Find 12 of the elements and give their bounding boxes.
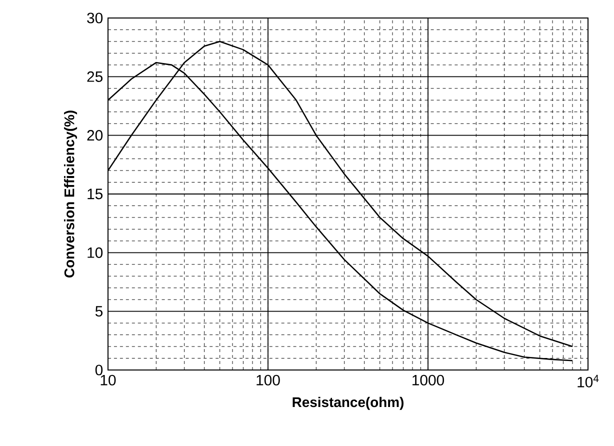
y-axis-title: Conversion Efficiency(%) bbox=[64, 110, 78, 278]
x-axis-title: Resistance(ohm) bbox=[292, 396, 404, 410]
y-tick-label: 30 bbox=[87, 12, 103, 24]
x-tick-label: 100 bbox=[256, 374, 280, 386]
y-tick-label: 10 bbox=[88, 247, 103, 258]
y-tick-label: 0 bbox=[95, 364, 103, 376]
y-tick-label: 15 bbox=[88, 188, 103, 200]
x-tick-label: 10$^{4}$ bbox=[578, 374, 599, 388]
y-tick-label: 20 bbox=[87, 130, 103, 141]
y-tick-label: 5 bbox=[95, 306, 103, 317]
y-tick-label: 25 bbox=[87, 71, 103, 82]
x-tick-label: 1000 bbox=[412, 374, 444, 386]
